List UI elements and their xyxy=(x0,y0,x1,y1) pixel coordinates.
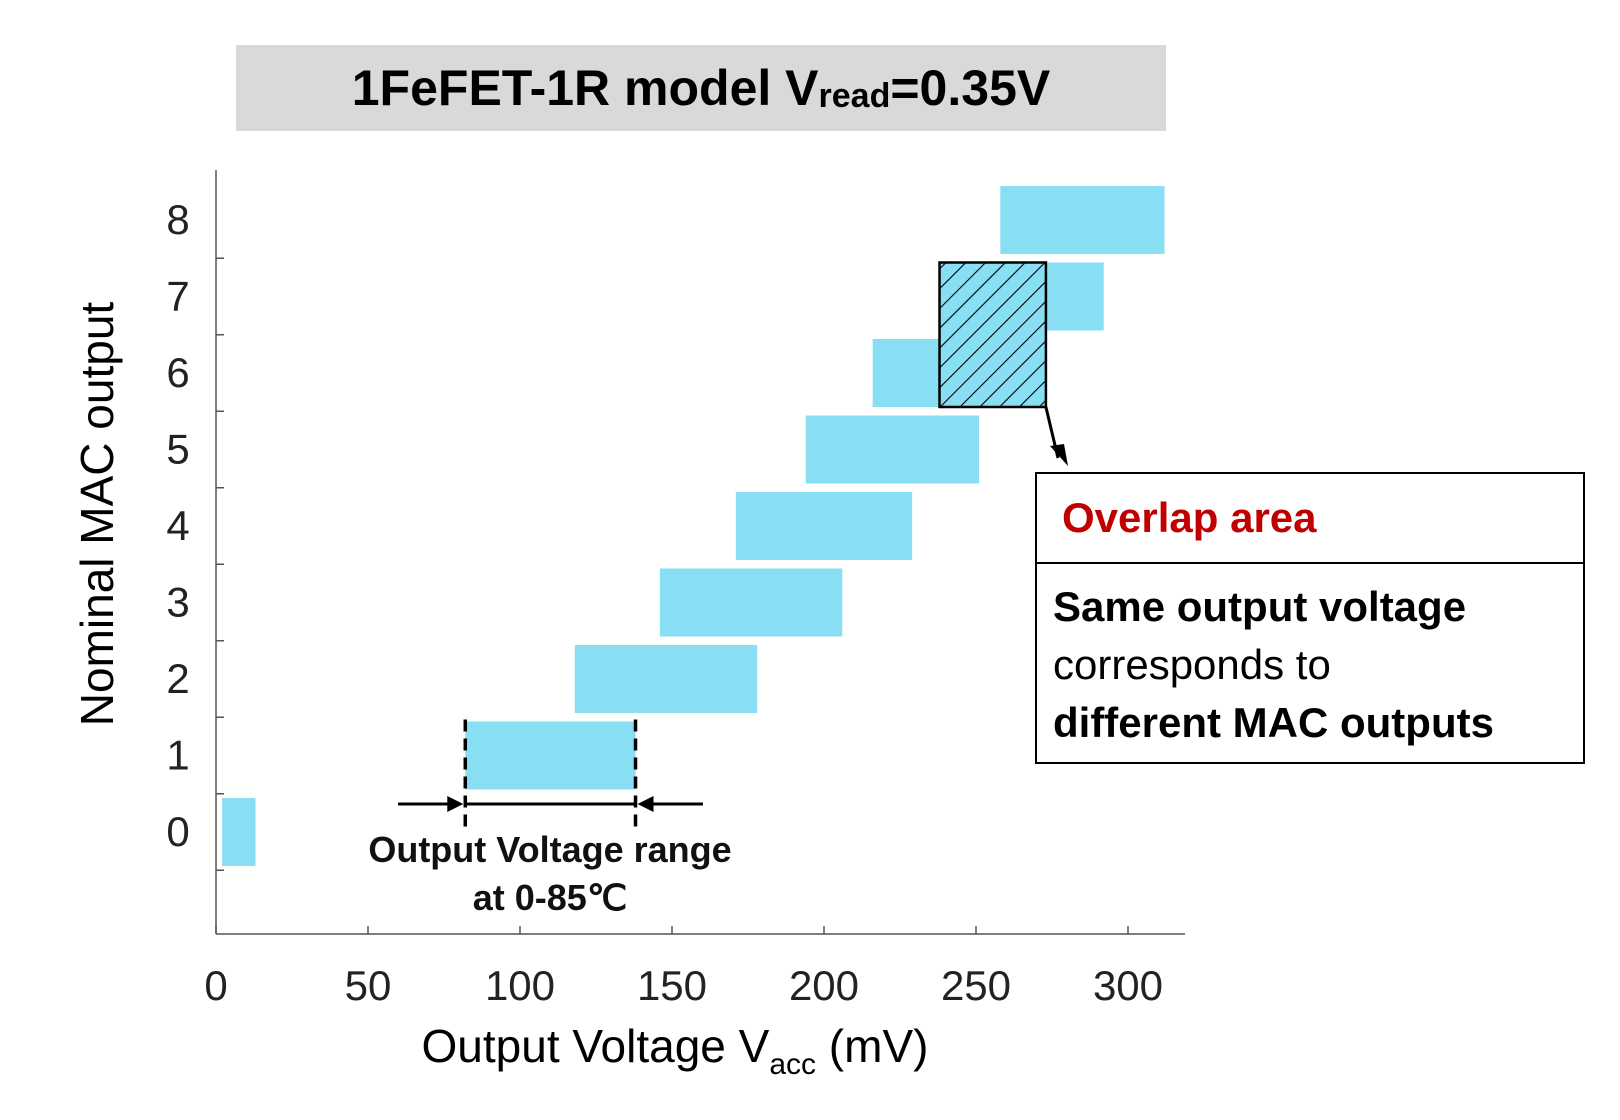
y-tick-label-0: 0 xyxy=(166,808,189,855)
x-tick-label-50: 50 xyxy=(345,962,392,1009)
range-arrow-left-head xyxy=(447,796,464,812)
range-arrow-right-head xyxy=(637,796,654,812)
y-axis-title: Nominal MAC output xyxy=(71,302,123,727)
callout-arrow-head xyxy=(1050,444,1068,466)
title-tail: =0.35V xyxy=(890,60,1051,116)
range-label-line1: Output Voltage range xyxy=(368,829,731,870)
y-tick-label-4: 4 xyxy=(166,502,189,549)
range-bar-mac-5 xyxy=(805,415,980,484)
callout-line-3: different MAC outputs xyxy=(1053,699,1494,746)
range-bar-mac-8 xyxy=(1000,186,1165,254)
x-axis-title: Output Voltage Vacc (mV) xyxy=(422,1020,929,1081)
bars-layer xyxy=(222,186,1165,866)
title-subscript: read xyxy=(818,76,891,115)
x-tick-label-300: 300 xyxy=(1093,962,1163,1009)
range-bar-mac-1 xyxy=(465,721,636,790)
y-tick-label-6: 6 xyxy=(166,349,189,396)
overlap-callout: Overlap area Same output voltage corresp… xyxy=(1035,472,1585,764)
overlap-hatch xyxy=(938,261,1048,409)
y-tick-label-5: 5 xyxy=(166,426,189,473)
callout-heading: Overlap area xyxy=(1037,474,1583,564)
x-tick-label-200: 200 xyxy=(789,962,859,1009)
title-main: 1FeFET-1R model V xyxy=(351,60,819,116)
y-tick-label-7: 7 xyxy=(166,273,189,320)
y-tick-label-1: 1 xyxy=(166,732,189,779)
range-bar-mac-4 xyxy=(735,492,913,560)
range-bar-mac-0 xyxy=(222,798,256,866)
x-tick-label-100: 100 xyxy=(485,962,555,1009)
y-tick-label-8: 8 xyxy=(166,196,189,243)
axes-layer: 0 1 2 3 4 5 6 7 8 0 50 100 150 200 250 300 xyxy=(166,170,1185,1009)
range-label-line2: at 0-85℃ xyxy=(473,877,628,918)
range-annotation xyxy=(398,719,703,832)
callout-line-1: Same output voltage xyxy=(1053,583,1467,630)
y-tick-label-3: 3 xyxy=(166,579,189,626)
y-tick-label-2: 2 xyxy=(166,655,189,702)
x-tick-label-0: 0 xyxy=(204,962,227,1009)
x-tick-label-250: 250 xyxy=(941,962,1011,1009)
range-bar-mac-3 xyxy=(659,568,843,637)
callout-body: Same output voltage corresponds to diffe… xyxy=(1037,564,1583,752)
range-bar-mac-2 xyxy=(574,645,758,713)
x-tick-label-150: 150 xyxy=(637,962,707,1009)
callout-line-2: corresponds to xyxy=(1053,641,1331,688)
x-axis-title-subscript: acc xyxy=(769,1048,816,1081)
x-axis-title-tail: (mV) xyxy=(816,1020,928,1072)
x-axis-title-main: Output Voltage V xyxy=(422,1020,770,1072)
